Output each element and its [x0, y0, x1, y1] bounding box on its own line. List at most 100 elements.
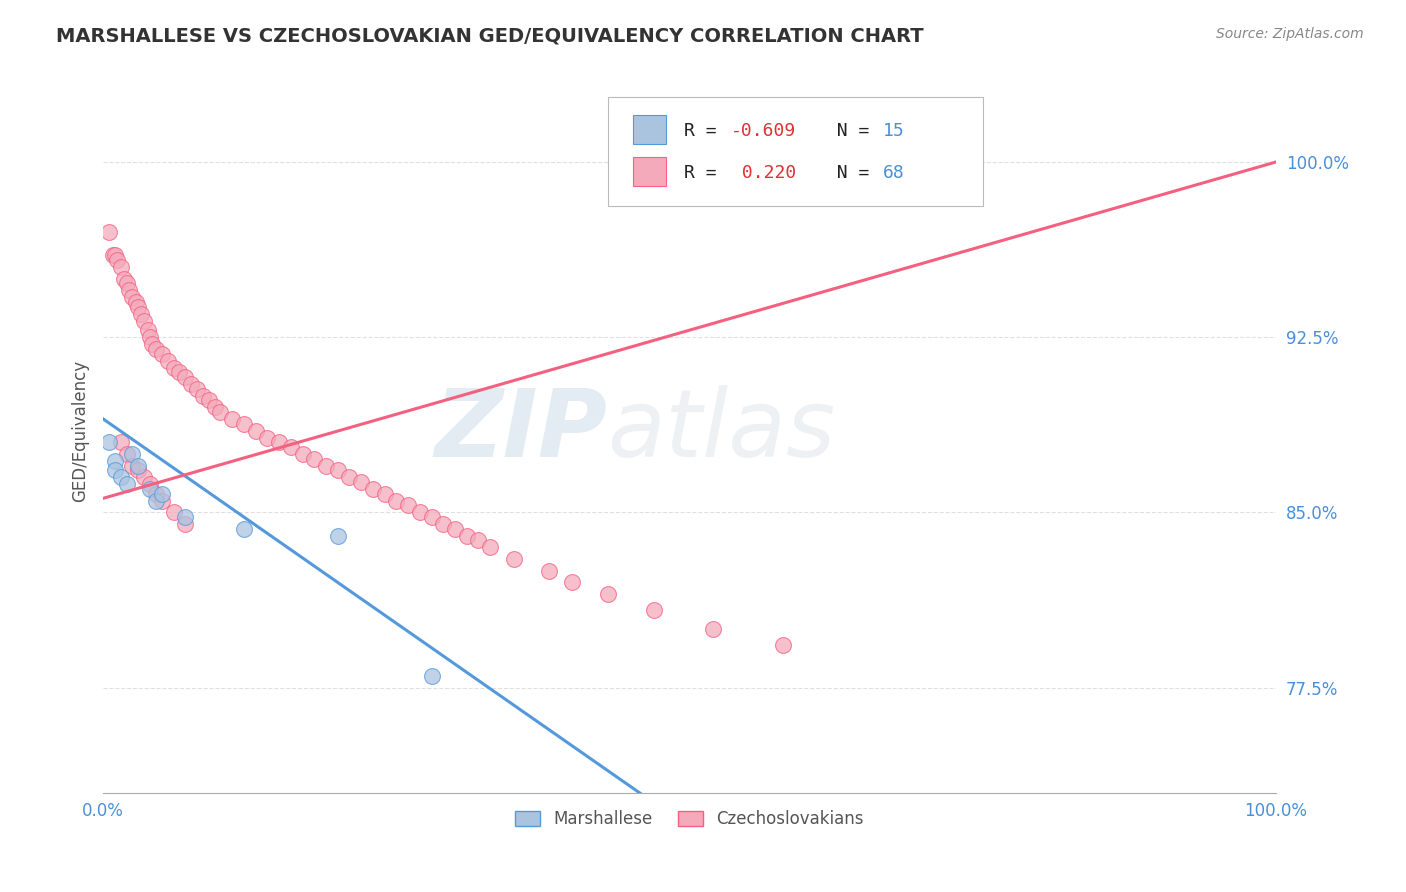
Point — [150, 346, 173, 360]
Point — [156, 353, 179, 368]
Point — [112, 272, 135, 286]
Point — [162, 505, 184, 519]
Point — [479, 541, 502, 555]
Point — [537, 564, 560, 578]
Point — [256, 431, 278, 445]
Point — [304, 451, 326, 466]
Point — [104, 454, 127, 468]
Point — [141, 337, 163, 351]
Point — [326, 463, 349, 477]
Point — [280, 440, 302, 454]
Point — [145, 493, 167, 508]
Point — [150, 486, 173, 500]
Point — [643, 603, 665, 617]
Point — [162, 360, 184, 375]
Point — [315, 458, 337, 473]
Text: Source: ZipAtlas.com: Source: ZipAtlas.com — [1216, 27, 1364, 41]
Text: N =: N = — [815, 122, 880, 140]
Text: 15: 15 — [883, 122, 905, 140]
Point — [174, 516, 197, 531]
Point — [145, 486, 167, 500]
FancyBboxPatch shape — [633, 157, 666, 186]
Point — [180, 376, 202, 391]
Text: N =: N = — [815, 163, 880, 181]
Point — [245, 424, 267, 438]
Text: -0.609: -0.609 — [731, 122, 796, 140]
Point — [361, 482, 384, 496]
Point — [444, 522, 467, 536]
Point — [291, 447, 314, 461]
Text: R =: R = — [683, 122, 727, 140]
Point — [772, 639, 794, 653]
Text: 0.220: 0.220 — [731, 163, 796, 181]
Point — [150, 493, 173, 508]
Point — [115, 477, 138, 491]
Point — [121, 447, 143, 461]
Point — [350, 475, 373, 489]
Point — [232, 417, 254, 431]
Point — [339, 470, 361, 484]
Point — [561, 575, 583, 590]
Point — [174, 510, 197, 524]
Point — [104, 463, 127, 477]
Point — [134, 470, 156, 484]
Point — [139, 482, 162, 496]
Point — [502, 552, 524, 566]
Point — [221, 412, 243, 426]
Point — [232, 522, 254, 536]
Point — [702, 622, 724, 636]
Point — [121, 458, 143, 473]
Point — [326, 529, 349, 543]
Point — [127, 300, 149, 314]
Point — [467, 533, 489, 548]
Point — [101, 248, 124, 262]
Point — [409, 505, 432, 519]
Point — [139, 330, 162, 344]
Point — [420, 669, 443, 683]
Point — [432, 516, 454, 531]
FancyBboxPatch shape — [633, 115, 666, 145]
Point — [678, 809, 700, 823]
Point — [98, 435, 121, 450]
Point — [115, 447, 138, 461]
Point — [186, 382, 208, 396]
Text: ZIP: ZIP — [434, 384, 607, 476]
Point — [115, 277, 138, 291]
Point — [420, 510, 443, 524]
Point — [118, 284, 141, 298]
Point — [385, 493, 408, 508]
Point — [104, 248, 127, 262]
Point — [145, 342, 167, 356]
Point — [125, 295, 148, 310]
Point — [169, 365, 191, 379]
Point — [129, 307, 152, 321]
Point — [98, 225, 121, 239]
Point — [136, 323, 159, 337]
Point — [134, 314, 156, 328]
Point — [127, 463, 149, 477]
Point — [197, 393, 219, 408]
Point — [267, 435, 290, 450]
Point — [110, 435, 132, 450]
Text: 68: 68 — [883, 163, 905, 181]
Point — [105, 253, 128, 268]
Text: MARSHALLESE VS CZECHOSLOVAKIAN GED/EQUIVALENCY CORRELATION CHART: MARSHALLESE VS CZECHOSLOVAKIAN GED/EQUIV… — [56, 27, 924, 45]
Point — [110, 260, 132, 274]
Text: R =: R = — [683, 163, 727, 181]
Point — [127, 458, 149, 473]
Point — [191, 388, 214, 402]
Legend: Marshallese, Czechoslovakians: Marshallese, Czechoslovakians — [509, 804, 870, 835]
Point — [456, 529, 478, 543]
Point — [174, 369, 197, 384]
Point — [110, 470, 132, 484]
Point — [139, 477, 162, 491]
Y-axis label: GED/Equivalency: GED/Equivalency — [72, 359, 89, 501]
FancyBboxPatch shape — [607, 97, 983, 206]
Point — [374, 486, 396, 500]
Point — [121, 290, 143, 304]
Point — [209, 405, 232, 419]
Text: atlas: atlas — [607, 385, 835, 476]
Point — [596, 587, 619, 601]
Point — [204, 401, 226, 415]
Point — [396, 499, 419, 513]
